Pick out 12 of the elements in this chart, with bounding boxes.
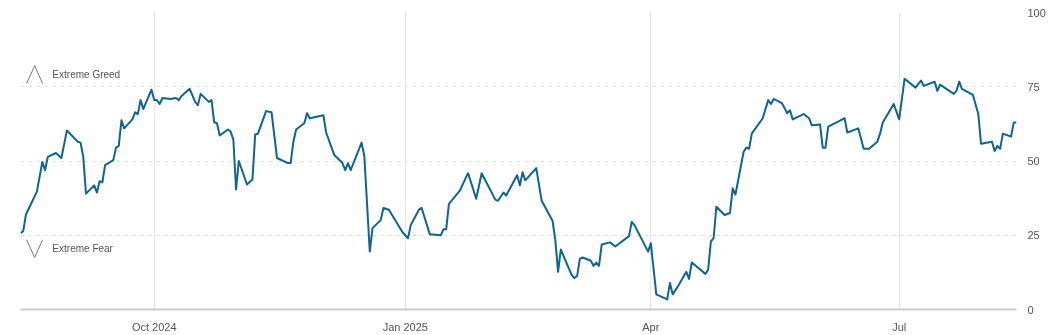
y-tick-label: 75 [1027,80,1040,93]
x-tick-label: Apr [642,320,660,333]
y-tick-label: 0 [1027,303,1034,316]
y-tick-label: 25 [1027,229,1040,242]
y-tick-label: 50 [1027,155,1040,167]
x-tick-label: Jan 2025 [382,320,428,333]
y-tick-label: 100 [1027,6,1046,19]
x-tick-label: Jul [892,320,907,333]
x-tick-label: Oct 2024 [131,320,177,333]
annotation: Extreme Greed [52,69,121,81]
line-series [20,77,1017,301]
annotation: Extreme Fear [52,243,114,255]
